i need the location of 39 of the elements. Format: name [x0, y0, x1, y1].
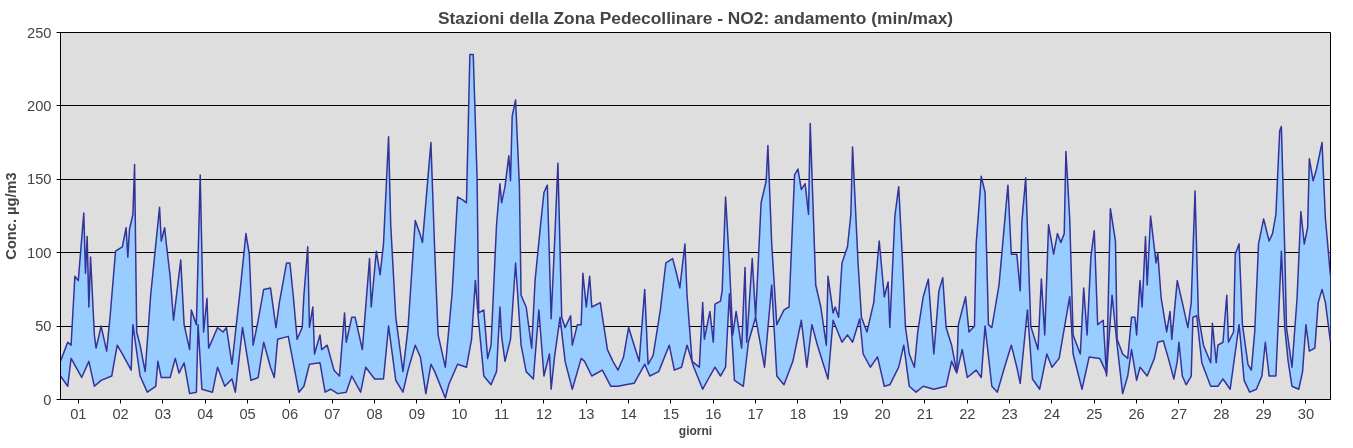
- x-tick-label: 01: [70, 405, 87, 422]
- x-tick-label: 12: [535, 405, 553, 422]
- y-tick-label: 50: [35, 318, 52, 335]
- x-tick-label: 09: [408, 405, 426, 422]
- x-tick-label: 24: [1043, 405, 1061, 422]
- x-tick-label: 27: [1170, 405, 1188, 422]
- x-axis-title: giorni: [678, 423, 713, 438]
- x-tick-label: 08: [366, 405, 383, 422]
- x-tick-label: 16: [705, 405, 722, 422]
- x-tick-label: 18: [789, 405, 807, 422]
- x-tick-label: 15: [662, 405, 680, 422]
- x-tick-label: 21: [916, 405, 934, 422]
- x-tick-label: 06: [281, 405, 299, 422]
- x-tick-label: 10: [451, 405, 468, 422]
- y-tick-label: 100: [27, 244, 52, 261]
- x-tick-label: 19: [832, 405, 849, 422]
- x-tick-label: 03: [154, 405, 172, 422]
- x-tick-label: 07: [324, 405, 341, 422]
- x-tick-label: 28: [1213, 405, 1230, 422]
- x-tick-label: 29: [1255, 405, 1272, 422]
- y-axis-title: Conc. µg/m3: [3, 172, 20, 260]
- x-tick-label: 11: [494, 405, 510, 422]
- x-tick-label: 20: [874, 405, 891, 422]
- x-tick-label: 30: [1297, 405, 1315, 422]
- x-tick-label: 14: [620, 405, 637, 422]
- x-tick-label: 13: [578, 405, 595, 422]
- x-tick-label: 05: [239, 405, 256, 422]
- x-tick-label: 22: [959, 405, 976, 422]
- y-tick-label: 0: [43, 391, 52, 408]
- x-tick-label: 26: [1128, 405, 1145, 422]
- y-tick-label: 250: [27, 24, 52, 41]
- x-tick-label: 17: [747, 405, 764, 422]
- x-tick-label: 04: [197, 405, 214, 422]
- x-tick-label: 25: [1086, 405, 1103, 422]
- y-tick-label: 150: [27, 171, 52, 188]
- x-tick-label: 23: [1001, 405, 1018, 422]
- chart-title: Stazioni della Zona Pedecollinare - NO2: andamento (min/max): [437, 7, 954, 28]
- y-tick-label: 200: [27, 97, 52, 114]
- x-tick-label: 02: [112, 405, 129, 422]
